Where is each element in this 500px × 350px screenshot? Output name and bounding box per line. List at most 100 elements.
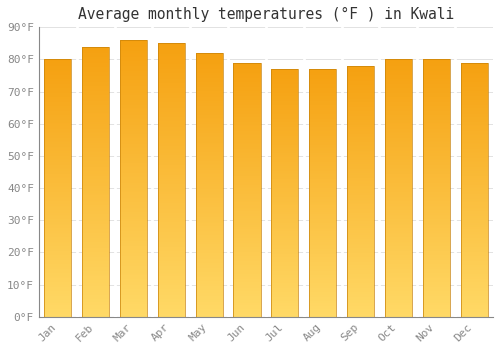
Bar xyxy=(158,258,185,259)
Bar xyxy=(158,209,185,210)
Bar xyxy=(120,91,147,93)
Bar xyxy=(82,252,109,253)
Bar xyxy=(271,167,298,168)
Bar xyxy=(385,133,412,134)
Bar xyxy=(460,166,488,167)
Bar xyxy=(347,135,374,136)
Bar xyxy=(196,280,223,281)
Bar xyxy=(422,197,450,198)
Bar xyxy=(82,209,109,210)
Bar xyxy=(120,166,147,167)
Bar xyxy=(120,137,147,138)
Bar xyxy=(44,65,72,66)
Bar xyxy=(347,254,374,256)
Bar xyxy=(309,173,336,174)
Bar xyxy=(158,119,185,120)
Bar xyxy=(196,94,223,95)
Bar xyxy=(422,103,450,105)
Bar xyxy=(82,107,109,109)
Bar xyxy=(196,161,223,162)
Bar xyxy=(460,232,488,233)
Bar xyxy=(309,163,336,164)
Bar xyxy=(309,104,336,105)
Bar xyxy=(120,286,147,288)
Bar xyxy=(385,90,412,92)
Bar xyxy=(196,195,223,197)
Bar xyxy=(196,108,223,110)
Bar xyxy=(385,156,412,157)
Bar xyxy=(271,199,298,201)
Bar xyxy=(234,136,260,138)
Bar xyxy=(271,151,298,152)
Bar xyxy=(82,116,109,117)
Bar xyxy=(234,159,260,161)
Bar xyxy=(196,110,223,111)
Bar xyxy=(347,194,374,195)
Bar xyxy=(271,230,298,231)
Bar xyxy=(196,240,223,241)
Bar xyxy=(271,247,298,249)
Bar xyxy=(158,284,185,285)
Bar xyxy=(347,274,374,275)
Bar xyxy=(422,312,450,313)
Bar xyxy=(309,135,336,136)
Bar xyxy=(271,128,298,130)
Bar xyxy=(44,272,72,273)
Bar xyxy=(422,60,450,61)
Bar xyxy=(271,229,298,230)
Bar xyxy=(271,234,298,235)
Bar xyxy=(309,261,336,262)
Bar xyxy=(422,280,450,281)
Bar xyxy=(44,157,72,159)
Bar xyxy=(271,276,298,277)
Bar xyxy=(347,309,374,310)
Bar xyxy=(422,117,450,119)
Bar xyxy=(422,224,450,225)
Bar xyxy=(44,204,72,205)
Bar xyxy=(158,142,185,143)
Bar xyxy=(82,168,109,169)
Bar xyxy=(385,247,412,248)
Bar xyxy=(271,225,298,226)
Bar xyxy=(196,140,223,141)
Bar xyxy=(422,260,450,261)
Bar xyxy=(44,236,72,237)
Bar xyxy=(234,226,260,228)
Bar xyxy=(234,262,260,264)
Bar xyxy=(82,261,109,263)
Bar xyxy=(234,171,260,172)
Bar xyxy=(271,273,298,275)
Bar xyxy=(120,192,147,194)
Bar xyxy=(460,101,488,102)
Bar xyxy=(309,215,336,217)
Bar xyxy=(234,233,260,234)
Bar xyxy=(158,101,185,102)
Bar xyxy=(158,109,185,110)
Bar xyxy=(120,138,147,140)
Bar xyxy=(158,127,185,128)
Bar xyxy=(385,85,412,86)
Bar xyxy=(385,122,412,124)
Bar xyxy=(309,117,336,119)
Bar xyxy=(309,219,336,220)
Bar xyxy=(460,136,488,138)
Bar xyxy=(82,130,109,132)
Bar xyxy=(196,267,223,268)
Bar xyxy=(196,87,223,89)
Bar xyxy=(196,234,223,235)
Bar xyxy=(82,161,109,163)
Bar xyxy=(44,140,72,142)
Bar xyxy=(347,166,374,168)
Bar xyxy=(82,199,109,201)
Bar xyxy=(234,108,260,110)
Bar xyxy=(422,66,450,67)
Bar xyxy=(158,181,185,183)
Bar xyxy=(120,180,147,181)
Bar xyxy=(422,138,450,139)
Bar xyxy=(120,235,147,237)
Bar xyxy=(271,186,298,187)
Bar xyxy=(385,304,412,305)
Bar xyxy=(120,104,147,105)
Bar xyxy=(347,150,374,151)
Bar xyxy=(385,227,412,228)
